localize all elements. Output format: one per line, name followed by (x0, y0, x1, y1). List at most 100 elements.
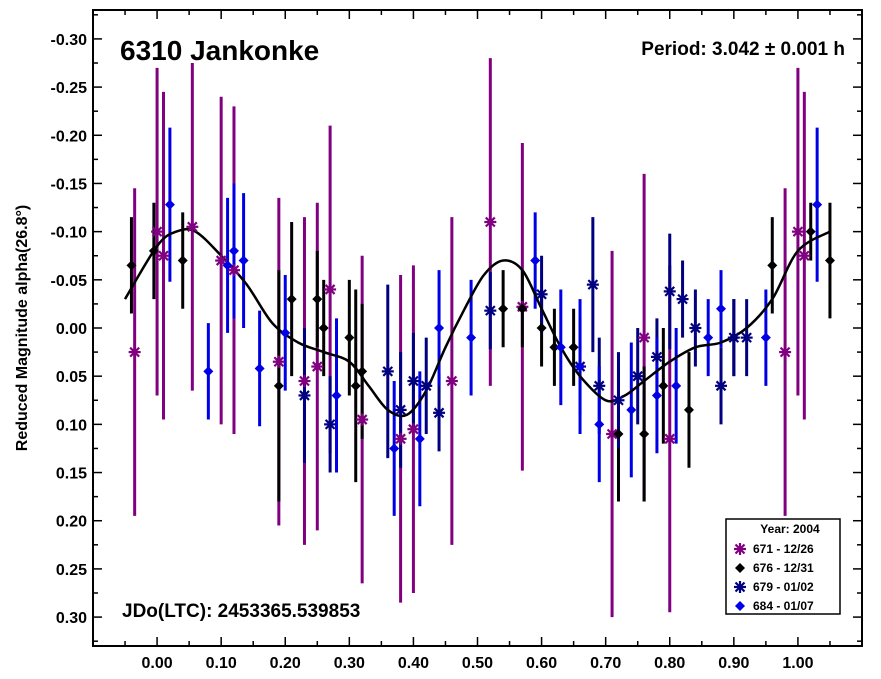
data-point (651, 390, 662, 401)
y-tick-label: -0.20 (51, 128, 88, 145)
y-tick-label: 0.00 (56, 321, 87, 338)
data-point (298, 389, 311, 402)
x-tick-label: 0.20 (270, 655, 301, 672)
data-point (535, 288, 548, 301)
y-tick-label: 0.20 (56, 514, 87, 531)
data-point (498, 303, 509, 314)
data-point (389, 443, 400, 454)
data-point (254, 363, 265, 374)
data-point (575, 361, 586, 372)
data-point (631, 370, 644, 383)
x-tick-label: 0.10 (206, 655, 237, 672)
data-point (798, 249, 811, 262)
data-point (394, 403, 407, 416)
legend-marker (735, 563, 745, 573)
data-point (273, 380, 284, 391)
y-tick-label: -0.10 (51, 225, 88, 242)
data-point (812, 199, 823, 210)
data-point (148, 245, 159, 256)
data-point (298, 375, 311, 387)
x-tick-label: 0.80 (654, 655, 685, 672)
data-point (689, 322, 702, 334)
data-point (606, 428, 619, 440)
data-point (613, 429, 624, 439)
data-point (740, 331, 753, 344)
data-point (767, 260, 778, 271)
data-point (356, 413, 369, 426)
data-point (238, 255, 249, 266)
data-point (126, 260, 137, 271)
x-tick-label: 1.00 (782, 655, 813, 672)
fit-curve (123, 227, 831, 418)
y-tick-label: 0.30 (56, 610, 87, 627)
x-tick-label: 0.70 (590, 655, 621, 672)
data-point (594, 419, 605, 430)
legend-entries: 671 - 12/26 676 - 12/31 679 - 01/02 684 - 0… (734, 542, 814, 613)
data-point (593, 379, 606, 392)
data-point (779, 346, 792, 359)
data-point (727, 331, 740, 344)
legend-label: 671 - 12/26 (753, 542, 814, 556)
data-point (164, 199, 175, 210)
legend: Year: 2004 671 - 12/26 676 - 12/31 679 - 0… (725, 518, 841, 615)
data-point (222, 260, 233, 271)
data-point (228, 245, 239, 256)
x-tick-label: 0.90 (718, 655, 749, 672)
data-point (381, 365, 394, 378)
data-point (420, 379, 433, 392)
data-point (663, 285, 676, 298)
legend-label: 679 - 01/02 (753, 580, 814, 594)
data-point (791, 225, 804, 238)
y-tick-label: -0.25 (51, 80, 88, 97)
data-point (272, 355, 285, 368)
legend-title: Year: 2004 (760, 522, 820, 536)
data-point (658, 380, 669, 391)
y-tick-label: -0.05 (51, 273, 88, 290)
legend-box (725, 518, 841, 615)
x-tick-label: 0.60 (526, 655, 557, 672)
y-tick-label: 0.15 (56, 466, 87, 483)
data-point (186, 220, 199, 233)
data-points (126, 199, 835, 454)
y-tick-label: -0.30 (51, 32, 88, 49)
data-point (716, 303, 727, 314)
y-tick-label: 0.05 (56, 369, 87, 386)
data-point (318, 323, 329, 333)
data-point (407, 375, 420, 387)
data-point (703, 332, 714, 343)
data-point (671, 380, 682, 391)
data-point (555, 342, 566, 353)
data-point (215, 254, 228, 267)
y-tick-label: -0.15 (51, 176, 88, 193)
y-tick-label: 0.10 (56, 417, 87, 434)
data-point (344, 332, 355, 343)
legend-marker (735, 601, 745, 611)
chart-title: 6310 Jankonke (120, 35, 319, 66)
data-point (177, 255, 188, 266)
data-point (626, 404, 637, 415)
legend-marker (734, 543, 746, 555)
jdo-label: JDo(LTC): 2453365.539853 (122, 601, 360, 622)
data-point (484, 304, 497, 317)
data-point (324, 283, 337, 296)
data-point (434, 323, 445, 333)
data-point (760, 332, 771, 343)
data-point (280, 327, 291, 338)
data-point (683, 404, 694, 415)
data-point (433, 406, 446, 419)
data-point (128, 346, 141, 359)
data-point (586, 278, 599, 291)
legend-label: 676 - 12/31 (753, 561, 814, 575)
legend-label: 684 - 01/07 (753, 599, 814, 613)
data-point (650, 350, 663, 363)
data-point (311, 360, 324, 373)
data-point (484, 216, 497, 228)
data-point (407, 423, 420, 436)
data-point (639, 429, 650, 439)
data-point (227, 264, 240, 277)
data-point (157, 249, 170, 262)
period-label: Period: 3.042 ± 0.001 h (641, 39, 845, 60)
data-point (676, 293, 689, 306)
data-point (663, 432, 676, 445)
